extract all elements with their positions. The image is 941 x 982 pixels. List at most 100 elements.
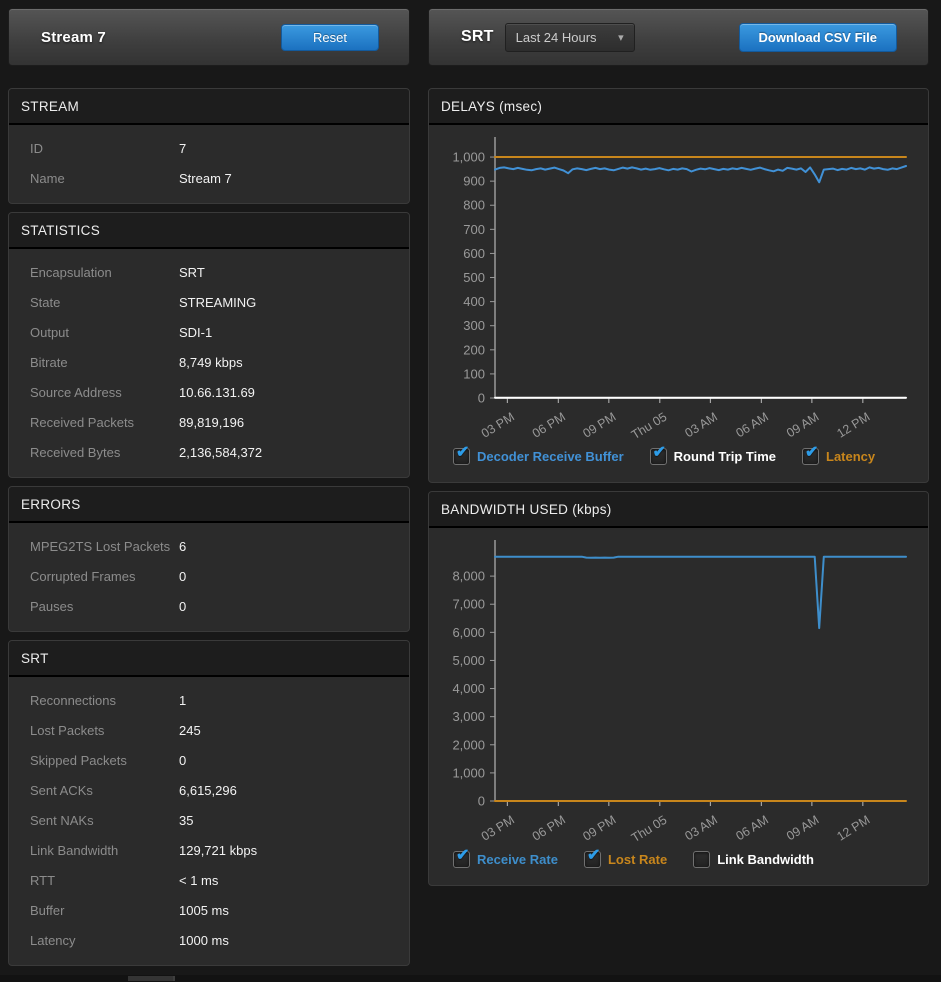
horizontal-scrollbar[interactable] bbox=[0, 975, 941, 982]
stat-row: Skipped Packets 0 bbox=[9, 745, 409, 775]
svg-text:700: 700 bbox=[463, 222, 485, 237]
stat-value: 0 bbox=[179, 568, 187, 584]
check-icon: ✔ bbox=[652, 444, 667, 461]
svg-text:400: 400 bbox=[463, 294, 485, 309]
horizontal-scrollbar-thumb[interactable] bbox=[128, 976, 175, 981]
legend-label: Receive Rate bbox=[477, 852, 558, 867]
stat-value: 6 bbox=[179, 538, 187, 554]
srt-panel: SRT Reconnections 1 Lost Packets 245 Skipped… bbox=[8, 640, 410, 966]
bandwidth-panel: BANDWIDTH USED (kbps) 0 1,000 2,000 3,000 4,… bbox=[428, 491, 929, 886]
stat-label: Skipped Packets bbox=[30, 752, 127, 768]
left-column: Stream 7 Reset STREAM ID 7 Name Stream 7 ST… bbox=[8, 8, 410, 974]
svg-text:0: 0 bbox=[478, 794, 485, 809]
stream-title: Stream 7 bbox=[41, 28, 106, 46]
svg-text:12 PM: 12 PM bbox=[834, 410, 872, 441]
stat-value: 1000 ms bbox=[179, 932, 229, 948]
svg-text:6,000: 6,000 bbox=[452, 625, 485, 640]
svg-text:1,000: 1,000 bbox=[452, 765, 485, 780]
legend-label: Round Trip Time bbox=[673, 449, 776, 464]
svg-text:200: 200 bbox=[463, 342, 485, 357]
legend-item-lost-rate[interactable]: ✔ Lost Rate bbox=[583, 847, 667, 868]
svg-text:06 AM: 06 AM bbox=[733, 813, 770, 844]
errors-panel-header: ERRORS bbox=[9, 487, 409, 523]
stat-row: ID 7 bbox=[9, 133, 409, 163]
legend-item-round-trip-time[interactable]: ✔ Round Trip Time bbox=[649, 444, 776, 465]
svg-text:Thu 05: Thu 05 bbox=[629, 813, 669, 846]
stat-row: Encapsulation SRT bbox=[9, 257, 409, 287]
svg-text:Thu 05: Thu 05 bbox=[629, 410, 669, 443]
legend-label: Decoder Receive Buffer bbox=[477, 449, 624, 464]
check-icon: ✔ bbox=[456, 444, 470, 461]
stat-row: Corrupted Frames 0 bbox=[9, 561, 409, 591]
legend-item-receive-rate[interactable]: ✔ Receive Rate bbox=[453, 847, 558, 868]
stat-label: Lost Packets bbox=[30, 722, 105, 738]
svg-text:09 AM: 09 AM bbox=[784, 410, 821, 441]
svg-text:600: 600 bbox=[463, 246, 485, 261]
stat-label: Source Address bbox=[30, 384, 122, 400]
srt-panel-header: SRT bbox=[9, 641, 409, 677]
delays-panel: DELAYS (msec) 0 100 200 300 400 500 600 700 800 9… bbox=[428, 88, 929, 483]
svg-text:800: 800 bbox=[463, 198, 485, 213]
stat-label: Sent NAKs bbox=[30, 812, 94, 828]
latency-checkbox[interactable]: ✔ bbox=[802, 444, 819, 465]
lost-rate-checkbox[interactable]: ✔ bbox=[583, 847, 601, 868]
stat-value: Stream 7 bbox=[179, 170, 232, 186]
svg-text:2,000: 2,000 bbox=[452, 737, 485, 752]
receive-rate-checkbox[interactable]: ✔ bbox=[453, 847, 470, 868]
stat-label: Latency bbox=[30, 932, 76, 948]
svg-text:500: 500 bbox=[463, 270, 485, 285]
stat-value: 245 bbox=[179, 722, 201, 738]
stat-value: 1 bbox=[179, 692, 187, 708]
stat-row: State STREAMING bbox=[9, 287, 409, 317]
time-range-select[interactable]: Last 24 Hours ▾ bbox=[504, 22, 635, 52]
legend-label: Latency bbox=[826, 449, 876, 464]
svg-text:5,000: 5,000 bbox=[452, 653, 485, 668]
delays-panel-header: DELAYS (msec) bbox=[429, 89, 928, 125]
stat-row: Sent ACKs 6,615,296 bbox=[9, 775, 409, 805]
srt-rows: Reconnections 1 Lost Packets 245 Skipped Pac… bbox=[9, 677, 409, 965]
decoder-receive-buffer-checkbox[interactable]: ✔ bbox=[453, 444, 470, 465]
svg-text:09 PM: 09 PM bbox=[580, 410, 618, 441]
link-bandwidth-checkbox[interactable] bbox=[693, 851, 711, 868]
stat-label: Name bbox=[30, 170, 65, 186]
stat-row: MPEG2TS Lost Packets 6 bbox=[9, 531, 409, 561]
stat-label: MPEG2TS Lost Packets bbox=[30, 538, 171, 554]
bandwidth-chart-body: 0 1,000 2,000 3,000 4,000 5,000 6,000 7,000 8,00… bbox=[429, 528, 928, 885]
srt-title: SRT bbox=[461, 28, 494, 45]
svg-text:03 PM: 03 PM bbox=[479, 410, 517, 441]
stat-value: 10.66.131.69 bbox=[179, 384, 255, 400]
stat-row: Pauses 0 bbox=[9, 591, 409, 621]
stat-value: 6,615,296 bbox=[179, 782, 237, 798]
svg-text:06 PM: 06 PM bbox=[530, 813, 568, 844]
stat-label: Encapsulation bbox=[30, 264, 112, 280]
stat-value: 2,136,584,372 bbox=[179, 444, 263, 460]
svg-text:06 PM: 06 PM bbox=[530, 410, 568, 441]
delays-legend: ✔ Decoder Receive Buffer ✔ Round Trip Time ✔… bbox=[429, 443, 928, 482]
stat-row: Output SDI-1 bbox=[9, 317, 409, 347]
stat-value: 0 bbox=[179, 598, 187, 614]
legend-item-decoder-receive-buffer[interactable]: ✔ Decoder Receive Buffer bbox=[453, 444, 624, 465]
legend-label: Link Bandwidth bbox=[717, 852, 814, 867]
reset-button[interactable]: Reset bbox=[281, 23, 379, 51]
stat-row: Received Packets 89,819,196 bbox=[9, 407, 409, 437]
legend-item-link-bandwidth[interactable]: Link Bandwidth bbox=[693, 851, 814, 868]
bandwidth-legend: ✔ Receive Rate ✔ Lost Rate Link Bandwidth bbox=[429, 846, 928, 885]
right-column: SRT Last 24 Hours ▾ Download CSV File DE… bbox=[428, 8, 929, 894]
svg-text:06 AM: 06 AM bbox=[733, 410, 770, 441]
chevron-down-icon: ▾ bbox=[618, 31, 624, 44]
errors-rows: MPEG2TS Lost Packets 6 Corrupted Frames 0 Pa… bbox=[9, 523, 409, 631]
stat-label: ID bbox=[30, 140, 43, 156]
round-trip-time-checkbox[interactable]: ✔ bbox=[649, 444, 667, 465]
stat-row: Name Stream 7 bbox=[9, 163, 409, 193]
svg-text:300: 300 bbox=[463, 318, 485, 333]
svg-text:1,000: 1,000 bbox=[452, 150, 485, 165]
stat-value: 7 bbox=[179, 140, 187, 156]
stat-row: Received Bytes 2,136,584,372 bbox=[9, 437, 409, 467]
stat-row: Bitrate 8,749 kbps bbox=[9, 347, 409, 377]
legend-item-latency[interactable]: ✔ Latency bbox=[802, 444, 876, 465]
delays-chart: 0 100 200 300 400 500 600 700 800 900 1,000 03 PM 06… bbox=[452, 137, 907, 443]
svg-text:12 PM: 12 PM bbox=[834, 813, 872, 844]
download-csv-button[interactable]: Download CSV File bbox=[738, 22, 897, 52]
check-icon: ✔ bbox=[586, 847, 601, 864]
check-icon: ✔ bbox=[805, 444, 819, 461]
